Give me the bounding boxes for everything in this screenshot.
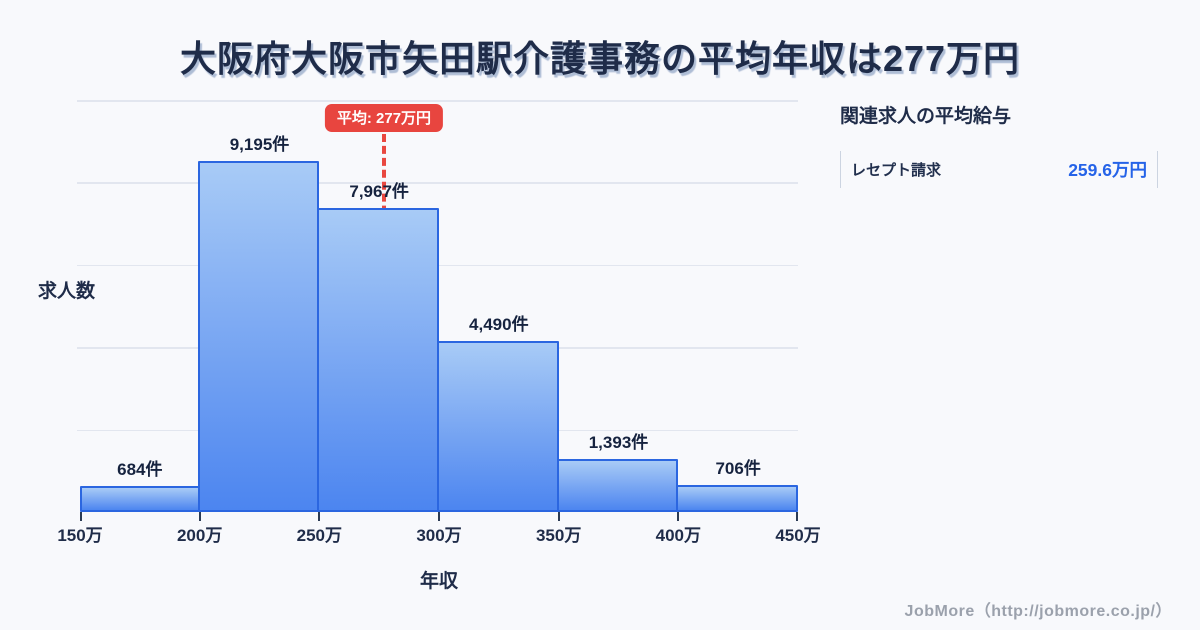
x-tick-label: 300万 (416, 526, 462, 545)
bar-value-label: 7,967件 (349, 182, 409, 201)
x-axis-tick (80, 512, 82, 521)
x-tick-label: 450万 (775, 526, 821, 545)
bar-300万-350万 (437, 341, 559, 512)
y-axis-title: 求人数 (38, 281, 96, 302)
related-job-salary: 259.6万円 (1068, 160, 1147, 180)
bar-value-label: 684件 (117, 460, 163, 479)
plot-area: 平均: 277万円 684件 9,195件 7,967件 4,490件 1,393件 70… (57, 100, 821, 545)
bar-400万-450万 (676, 485, 798, 512)
bar-150万-200万 (80, 486, 200, 512)
gridline (77, 100, 798, 102)
related-jobs-rows: レセプト請求 259.6万円 (840, 151, 1158, 188)
footer-credit: JobMore（http://jobmore.co.jp/） (904, 603, 1172, 620)
x-axis-title: 年収 (419, 571, 458, 592)
x-axis-tick (318, 512, 321, 521)
bar-value-label: 9,195件 (229, 135, 290, 154)
bar-value-label: 1,393件 (588, 433, 649, 452)
x-tick-label: 400万 (655, 526, 702, 545)
x-axis-tick (198, 512, 201, 521)
x-tick-label: 350万 (535, 526, 582, 545)
average-value-badge: 平均: 277万円 (324, 104, 444, 132)
x-tick-label: 200万 (176, 526, 223, 545)
gridline (77, 182, 798, 184)
page-title: 大阪府大阪市矢田駅介護事務の平均年収は277万円 (179, 38, 1021, 79)
related-job-row: レセプト請求 259.6万円 (840, 151, 1158, 188)
x-tick-label: 150万 (57, 526, 103, 545)
x-axis-tick (438, 512, 440, 521)
bar-200万-250万 (197, 161, 320, 512)
related-jobs-panel: 関連求人の平均給与 レセプト請求 259.6万円 (840, 101, 1158, 188)
x-tick-label: 250万 (296, 526, 343, 545)
x-axis-tick (796, 512, 798, 521)
bar-250万-300万 (317, 208, 439, 512)
related-job-label: レセプト請求 (851, 162, 942, 179)
bar-value-label: 4,490件 (469, 315, 529, 334)
bar-value-label: 706件 (715, 459, 761, 478)
x-axis-tick (677, 512, 680, 521)
x-axis-tick (557, 512, 560, 521)
bar-350万-400万 (556, 459, 679, 512)
related-jobs-heading: 関連求人の平均給与 (840, 106, 1012, 127)
